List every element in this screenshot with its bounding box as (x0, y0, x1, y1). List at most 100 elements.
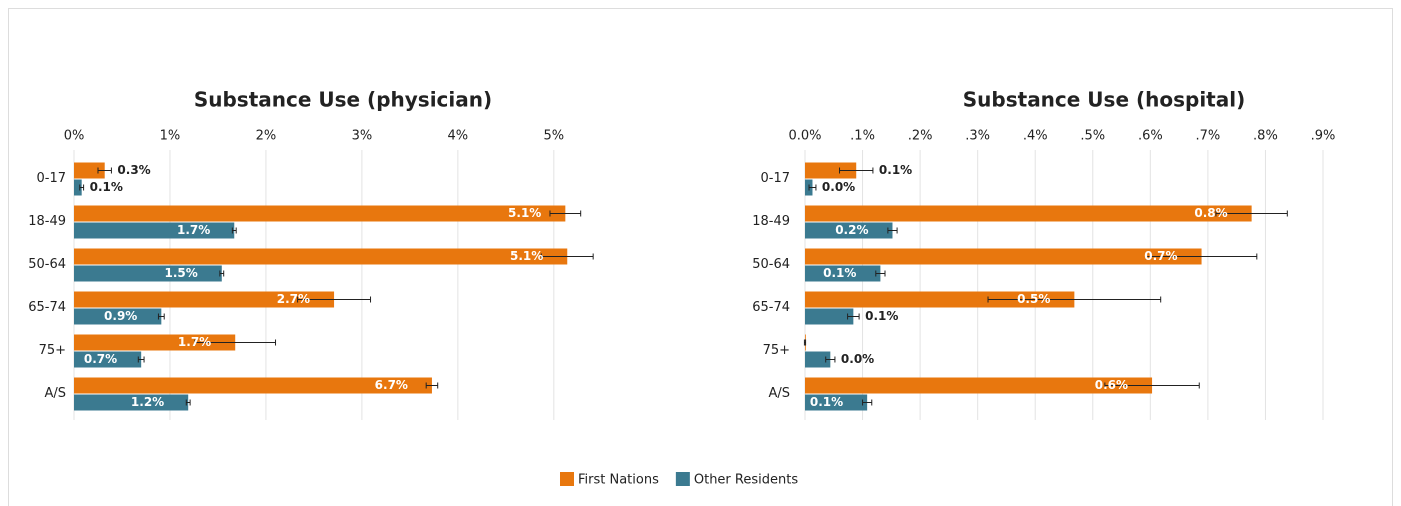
error-bar (875, 270, 886, 277)
error-bar (219, 270, 225, 277)
x-tick-label: 0.0% (788, 129, 821, 144)
error-bar (137, 356, 145, 363)
x-tick-label: .2% (908, 129, 933, 144)
value-label: 1.7% (178, 335, 211, 349)
x-tick-label: 1% (160, 129, 181, 144)
value-label: 1.7% (177, 223, 210, 237)
error-bar (1104, 382, 1200, 389)
bar (805, 394, 868, 411)
y-tick-label: 75+ (39, 343, 66, 358)
chart-title: Substance Use (hospital) (963, 88, 1245, 112)
bar (805, 351, 831, 368)
x-tick-label: .5% (1080, 129, 1105, 144)
error-bar (1215, 210, 1288, 217)
error-bar (297, 296, 372, 303)
y-tick-label: 18-49 (28, 214, 66, 229)
error-bar (425, 382, 439, 389)
x-tick-label: 2% (256, 129, 277, 144)
y-tick-label: 18-49 (752, 214, 790, 229)
value-label: 0.0% (841, 352, 874, 366)
bar (74, 162, 105, 179)
x-tick-label: .4% (1023, 129, 1048, 144)
error-bar (540, 253, 594, 260)
y-tick-label: 50-64 (752, 257, 790, 272)
error-bar (79, 184, 85, 191)
x-tick-label: 5% (544, 129, 565, 144)
x-tick-label: 3% (352, 129, 373, 144)
x-tick-label: .7% (1196, 129, 1221, 144)
y-tick-label: 0-17 (760, 171, 790, 186)
x-tick-label: 4% (448, 129, 469, 144)
value-label: 0.7% (84, 352, 117, 366)
x-tick-label: .3% (965, 129, 990, 144)
value-label: 1.2% (131, 395, 164, 409)
bar (805, 291, 1075, 308)
error-bar (825, 356, 836, 363)
bar (74, 205, 566, 222)
y-tick-label: 50-64 (28, 257, 66, 272)
bar (805, 162, 857, 179)
y-tick-label: 65-74 (752, 300, 790, 315)
error-bar (231, 227, 237, 234)
legend-swatch (675, 472, 690, 486)
value-label: 0.1% (810, 395, 843, 409)
value-label: 0.8% (1194, 206, 1227, 220)
bar (74, 222, 235, 239)
value-label: 5.1% (508, 206, 541, 220)
bar (74, 265, 222, 282)
error-bar (185, 399, 191, 406)
error-bar (1145, 253, 1258, 260)
value-label: 1.5% (165, 266, 198, 280)
bar (805, 265, 881, 282)
chart-title: Substance Use (physician) (194, 88, 492, 112)
error-bar (987, 296, 1162, 303)
bar (74, 334, 236, 351)
value-label: 0.3% (117, 163, 150, 177)
value-label: 0.0% (822, 180, 855, 194)
y-tick-label: 75+ (763, 343, 790, 358)
error-bar (808, 184, 817, 191)
frame (8, 8, 1393, 506)
bar (74, 291, 335, 308)
error-bar (862, 399, 873, 406)
legend-label: Other Residents (694, 473, 798, 488)
error-bar (157, 313, 165, 320)
bar (74, 377, 432, 394)
value-label: 0.1% (879, 163, 912, 177)
bar (74, 179, 82, 196)
x-tick-label: 0% (64, 129, 85, 144)
error-bar (839, 167, 874, 174)
error-bar (549, 210, 582, 217)
bar (805, 205, 1252, 222)
bar (74, 394, 189, 411)
value-label: 0.9% (104, 309, 137, 323)
value-label: 0.1% (90, 180, 123, 194)
error-bar (97, 167, 112, 174)
legend-swatch (560, 472, 574, 486)
y-tick-label: A/S (768, 386, 790, 401)
value-label: 0.1% (823, 266, 856, 280)
bar (805, 308, 854, 325)
error-bar (194, 339, 277, 346)
error-bar (803, 339, 807, 346)
y-tick-label: 0-17 (36, 171, 66, 186)
value-label: 0.2% (835, 223, 868, 237)
value-label: 0.5% (1017, 292, 1050, 306)
value-label: 0.1% (865, 309, 898, 323)
error-bar (847, 313, 860, 320)
bar (805, 248, 1202, 265)
value-label: 5.1% (510, 249, 543, 263)
x-tick-label: .9% (1311, 129, 1336, 144)
bar (74, 351, 142, 368)
legend-label: First Nations (578, 473, 659, 488)
x-tick-label: .6% (1138, 129, 1163, 144)
y-tick-label: 65-74 (28, 300, 66, 315)
bar (74, 248, 568, 265)
bar (805, 222, 893, 239)
bar (805, 377, 1153, 394)
bar (74, 308, 162, 325)
value-label: 0.7% (1144, 249, 1177, 263)
y-tick-label: A/S (44, 386, 66, 401)
value-label: 2.7% (277, 292, 310, 306)
